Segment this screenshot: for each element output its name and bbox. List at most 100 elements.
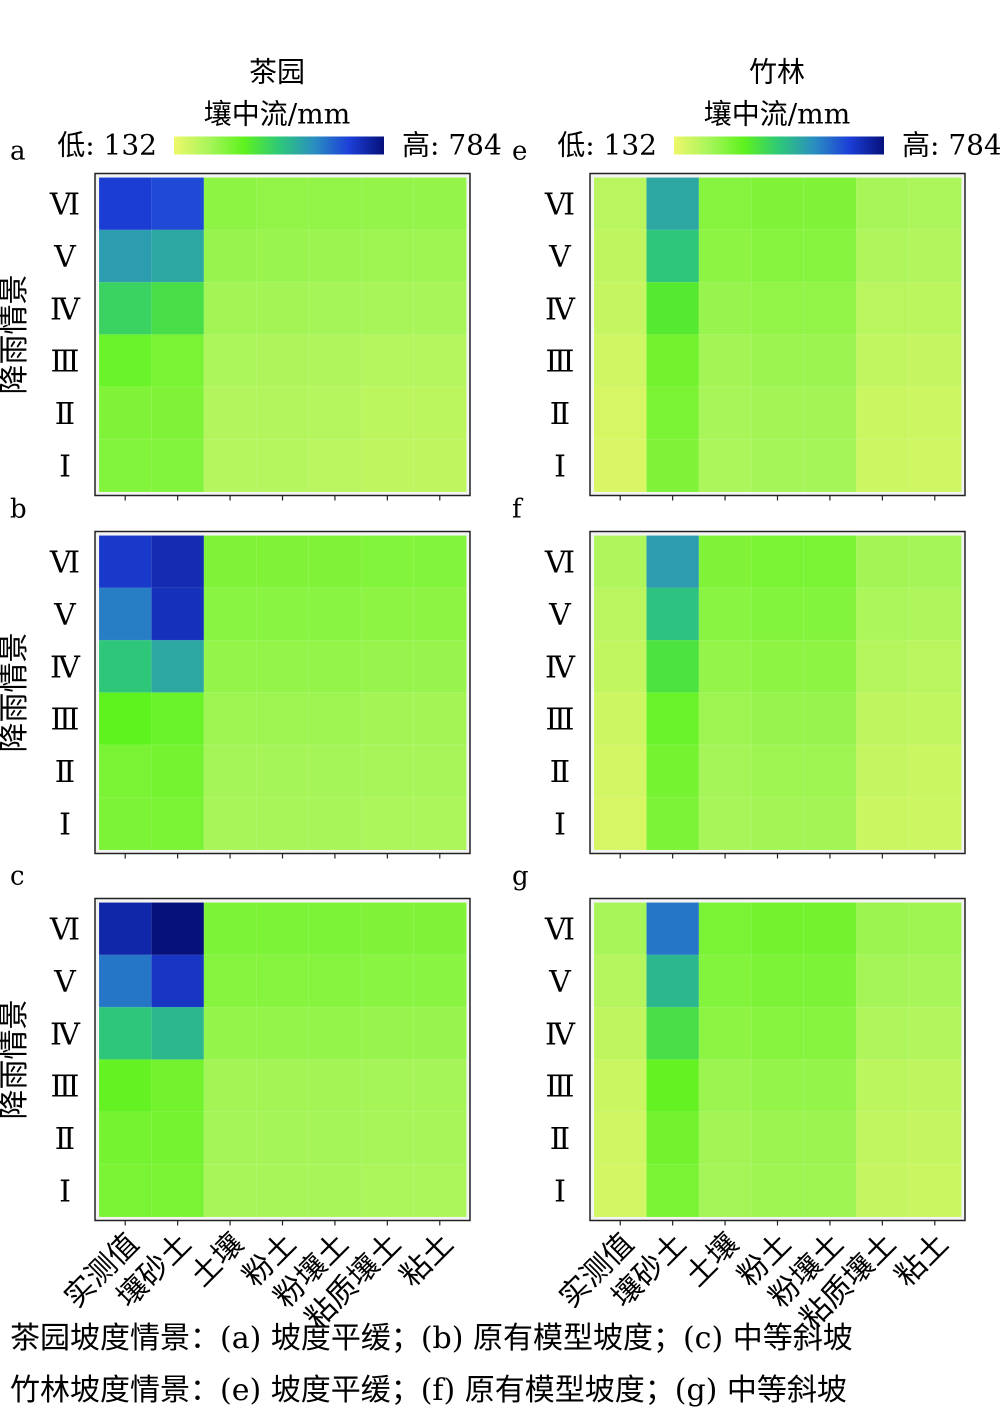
- heatmap-cell: [855, 954, 910, 1008]
- heatmap-cell: [855, 229, 910, 283]
- heatmap-cell: [413, 639, 467, 694]
- y-tick-label: Ⅳ: [545, 1017, 576, 1052]
- heatmap-cell: [908, 1163, 962, 1218]
- x-tick-label: 土壤: [679, 1226, 746, 1293]
- heatmap-cell: [360, 438, 415, 493]
- heatmap-cell: [908, 1111, 962, 1165]
- heatmap-cell: [151, 535, 205, 589]
- heatmap-cell: [360, 1111, 415, 1165]
- heatmap-cell: [151, 1006, 205, 1061]
- heatmap-cell: [151, 954, 205, 1008]
- heatmap-cell: [98, 229, 153, 283]
- heatmap-cell: [855, 796, 910, 851]
- heatmap-cell: [855, 1163, 910, 1218]
- column-title: 竹林: [749, 56, 805, 89]
- y-tick-label: Ⅰ: [554, 807, 566, 842]
- heatmap-cell: [255, 386, 310, 440]
- x-tick-label: 粘土: [888, 1226, 955, 1293]
- heatmap-cell: [698, 177, 753, 231]
- heatmap-cell: [698, 692, 753, 746]
- heatmap-cell: [855, 334, 910, 388]
- heatmap-cell: [750, 744, 805, 798]
- heatmap-cell: [98, 587, 153, 641]
- panel-label-f: f: [512, 495, 524, 525]
- y-tick-label: Ⅵ: [49, 188, 80, 223]
- heatmap-cell: [151, 1059, 205, 1113]
- heatmap-cell: [855, 587, 910, 641]
- heatmap-cell: [803, 535, 857, 589]
- heatmap-cell: [908, 438, 962, 493]
- heatmap-cell: [98, 281, 153, 336]
- heatmap-cell: [413, 954, 467, 1008]
- y-tick-label: Ⅱ: [55, 755, 75, 790]
- heatmap-cell: [593, 1006, 648, 1061]
- heatmap-cell: [908, 177, 962, 231]
- heatmap-cell: [360, 281, 415, 336]
- heatmap-cell: [203, 1059, 258, 1113]
- heatmap-cell: [593, 1059, 648, 1113]
- heatmap-cell: [803, 1163, 857, 1218]
- heatmap-cell: [750, 1059, 805, 1113]
- heatmap-cell: [98, 1163, 153, 1218]
- heatmap-cell: [750, 177, 805, 231]
- heatmap-cell: [750, 1006, 805, 1061]
- heatmap-cell: [750, 1111, 805, 1165]
- heatmap-cell: [151, 281, 205, 336]
- heatmap-cell: [750, 692, 805, 746]
- heatmap-cell: [308, 438, 362, 493]
- heatmap-cell: [203, 1111, 258, 1165]
- heatmap-cell: [360, 334, 415, 388]
- heatmap-cell: [413, 1059, 467, 1113]
- heatmap-cell: [593, 744, 648, 798]
- y-tick-label: Ⅴ: [53, 240, 77, 275]
- heatmap-cell: [593, 281, 648, 336]
- heatmap-cell: [255, 334, 310, 388]
- heatmap-cell: [413, 229, 467, 283]
- heatmap-cell: [855, 1111, 910, 1165]
- heatmap-cell: [698, 334, 753, 388]
- heatmap-cell: [646, 639, 700, 694]
- heatmap-cell: [308, 1059, 362, 1113]
- heatmap-cell: [908, 587, 962, 641]
- heatmap-cell: [698, 954, 753, 1008]
- heatmap-cell: [855, 386, 910, 440]
- heatmap-cell: [855, 744, 910, 798]
- heatmap-cell: [803, 386, 857, 440]
- heatmap-cell: [593, 177, 648, 231]
- heatmap-cell: [255, 744, 310, 798]
- y-tick-label: Ⅲ: [546, 345, 575, 380]
- y-tick-label: Ⅲ: [51, 1070, 80, 1105]
- heatmap-cell: [593, 535, 648, 589]
- heatmap-cell: [255, 281, 310, 336]
- y-tick-label: Ⅱ: [550, 397, 570, 432]
- y-tick-label: Ⅵ: [544, 546, 575, 581]
- heatmap-cell: [593, 796, 648, 851]
- y-axis-label: 降雨情景: [0, 275, 32, 395]
- heatmap-cell: [308, 1111, 362, 1165]
- heatmap-cell: [360, 744, 415, 798]
- heatmap-cell: [203, 229, 258, 283]
- heatmap-cell: [646, 1163, 700, 1218]
- heatmap-cell: [151, 438, 205, 493]
- heatmap-cell: [698, 1006, 753, 1061]
- y-tick-label: Ⅱ: [55, 397, 75, 432]
- heatmap-cell: [646, 744, 700, 798]
- heatmap-cell: [908, 692, 962, 746]
- heatmap-cell: [255, 1059, 310, 1113]
- heatmap-cell: [698, 587, 753, 641]
- panel-label-a: a: [10, 137, 26, 167]
- heatmap-cell: [698, 1059, 753, 1113]
- heatmap-cell: [646, 334, 700, 388]
- heatmap-cell: [360, 902, 415, 956]
- heatmap-cell: [593, 587, 648, 641]
- heatmap-cell: [803, 744, 857, 798]
- y-tick-label: Ⅲ: [546, 703, 575, 738]
- y-tick-label: Ⅳ: [50, 1017, 81, 1052]
- heatmap-cell: [908, 902, 962, 956]
- heatmap-cell: [255, 587, 310, 641]
- heatmap-cell: [855, 438, 910, 493]
- heatmap-cell: [646, 954, 700, 1008]
- colorbar: [174, 136, 384, 155]
- heatmap-cell: [413, 587, 467, 641]
